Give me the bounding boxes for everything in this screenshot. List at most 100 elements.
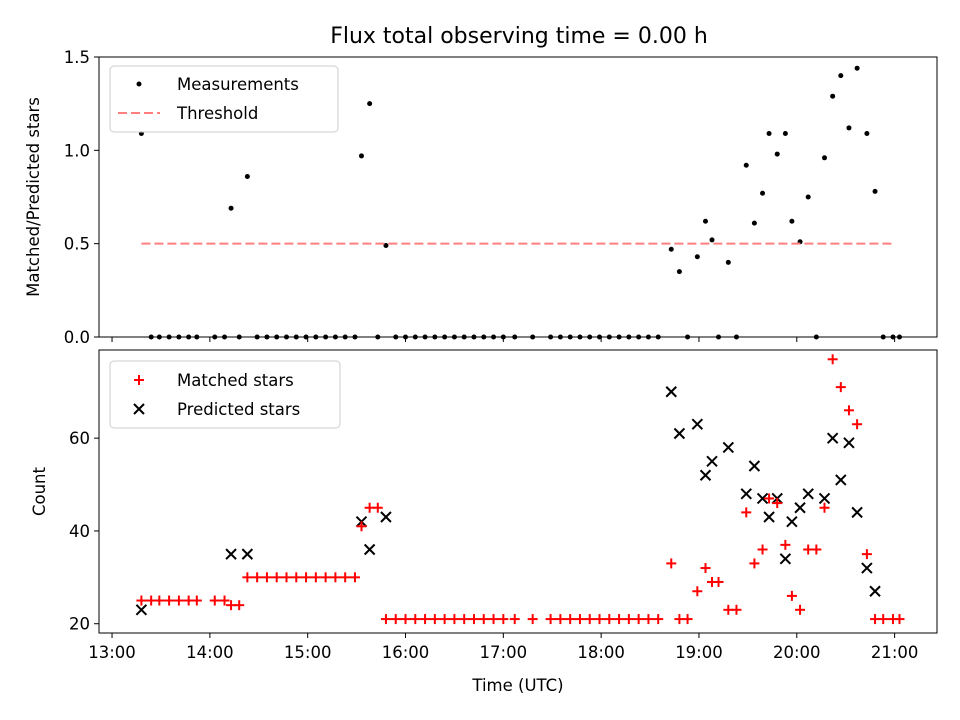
- matched-star-point: [852, 419, 863, 430]
- figure-title: Flux total observing time = 0.00 h: [330, 24, 708, 49]
- matched-star-point: [614, 614, 625, 625]
- ratio-legend-box: [109, 65, 339, 133]
- matched-star-point: [764, 493, 775, 504]
- matched-star-point: [757, 544, 768, 555]
- matched-star-point: [271, 572, 282, 583]
- matched-star-point: [835, 382, 846, 393]
- measurement-point: [872, 188, 878, 194]
- matched-star-point: [509, 614, 520, 625]
- matched-star-point: [749, 558, 760, 569]
- measurement-point: [367, 101, 373, 107]
- count-legend: Matched stars Predicted stars: [109, 360, 341, 429]
- predicted-star-point: [869, 585, 881, 597]
- ratio-y-ticks: 0.0 0.5 1.0 1.5: [64, 48, 99, 347]
- predicted-star-point: [706, 455, 718, 468]
- predicted-star-point: [691, 418, 704, 430]
- ratio-y-tick-label: 0.5: [64, 235, 90, 254]
- predicted-star-point: [826, 432, 839, 444]
- measurement-point: [694, 254, 700, 260]
- measurements-legend-label: Measurements: [177, 75, 299, 94]
- measurement-point: [774, 151, 780, 157]
- measurement-point: [668, 246, 674, 252]
- matched-star-point: [527, 614, 538, 625]
- count-x-tick-label: 15:00: [284, 643, 332, 662]
- measurement-point: [822, 155, 828, 161]
- matched-star-point: [459, 614, 470, 625]
- matched-star-point: [827, 354, 838, 365]
- ratio-panel: 0.0 0.5 1.0 1.5 Matched/Predicted stars Mea…: [24, 48, 938, 347]
- matched-star-point: [410, 614, 421, 625]
- count-x-tick-label: 18:00: [577, 643, 625, 662]
- predicted-star-point: [851, 506, 863, 519]
- matched-star-point: [623, 614, 634, 625]
- predicted-stars-legend-marker: [133, 403, 145, 415]
- count-legend-box: [109, 360, 341, 429]
- matched-star-point: [633, 614, 644, 625]
- count-y-tick-label: 60: [69, 429, 90, 448]
- matched-star-point: [545, 614, 556, 625]
- predicted-star-point: [135, 604, 148, 616]
- matched-star-point: [786, 590, 797, 601]
- measurement-point: [383, 243, 389, 249]
- threshold-legend-label: Threshold: [176, 104, 258, 123]
- matched-star-point: [795, 604, 806, 615]
- matched-star-point: [604, 614, 615, 625]
- measurement-point: [760, 190, 766, 196]
- matched-stars-legend-label: Matched stars: [177, 371, 294, 390]
- measurement-point: [766, 131, 772, 137]
- matched-star-point: [488, 614, 499, 625]
- matched-star-point: [731, 604, 742, 615]
- matched-star-point: [154, 595, 165, 606]
- measurements-legend-marker: [136, 81, 142, 87]
- matched-star-point: [555, 614, 566, 625]
- measurement-point: [854, 65, 860, 71]
- matched-star-point: [356, 521, 367, 532]
- ratio-y-axis-label: Matched/Predicted stars: [24, 97, 43, 297]
- measurement-point: [838, 73, 844, 79]
- matched-star-point: [894, 614, 905, 625]
- count-x-tick-label: 20:00: [773, 643, 821, 662]
- matched-star-point: [173, 595, 184, 606]
- matched-star-point: [643, 614, 654, 625]
- matched-star-point: [653, 614, 664, 625]
- matched-star-point: [741, 507, 752, 518]
- matched-star-point: [420, 614, 431, 625]
- count-x-tick-label: 17:00: [480, 643, 528, 662]
- matched-star-point: [242, 572, 253, 583]
- matched-star-point: [291, 572, 302, 583]
- predicted-star-point: [779, 553, 792, 565]
- predicted-star-point: [699, 469, 712, 481]
- predicted-star-point: [802, 488, 814, 500]
- measurement-point: [751, 220, 757, 226]
- count-x-tick-label: 19:00: [675, 643, 723, 662]
- predicted-stars-legend-label: Predicted stars: [177, 400, 300, 419]
- matched-star-point: [565, 614, 576, 625]
- matched-star-point: [713, 576, 724, 587]
- predicted-star-point: [740, 488, 752, 500]
- matched-star-point: [301, 572, 312, 583]
- count-x-tick-label: 13:00: [88, 643, 136, 662]
- matched-star-point: [819, 502, 830, 513]
- matched-star-point: [429, 614, 440, 625]
- measurement-point: [709, 237, 715, 243]
- measurement-point: [228, 205, 234, 211]
- ratio-y-tick-label: 1.0: [64, 141, 90, 160]
- matched-star-point: [340, 572, 351, 583]
- measurement-point: [244, 173, 250, 179]
- matched-star-point: [320, 572, 331, 583]
- predicted-star-point: [241, 548, 254, 560]
- matched-star-point: [574, 614, 585, 625]
- count-y-tick-label: 20: [69, 615, 90, 634]
- matched-star-point: [861, 549, 872, 560]
- matched-star-point: [164, 595, 175, 606]
- matched-star-point: [380, 614, 391, 625]
- measurement-point: [725, 259, 731, 265]
- matched-stars-legend-marker: [134, 375, 144, 385]
- matched-star-point: [700, 563, 711, 574]
- count-y-axis-label: Count: [30, 466, 49, 516]
- matched-star-point: [219, 595, 230, 606]
- measurement-point: [743, 162, 749, 168]
- matched-star-point: [666, 558, 677, 569]
- predicted-star-point: [786, 515, 798, 528]
- count-x-ticks: 13:00 14:00 15:00 16:00 17:00 18:00 19:00 20:00…: [88, 633, 918, 662]
